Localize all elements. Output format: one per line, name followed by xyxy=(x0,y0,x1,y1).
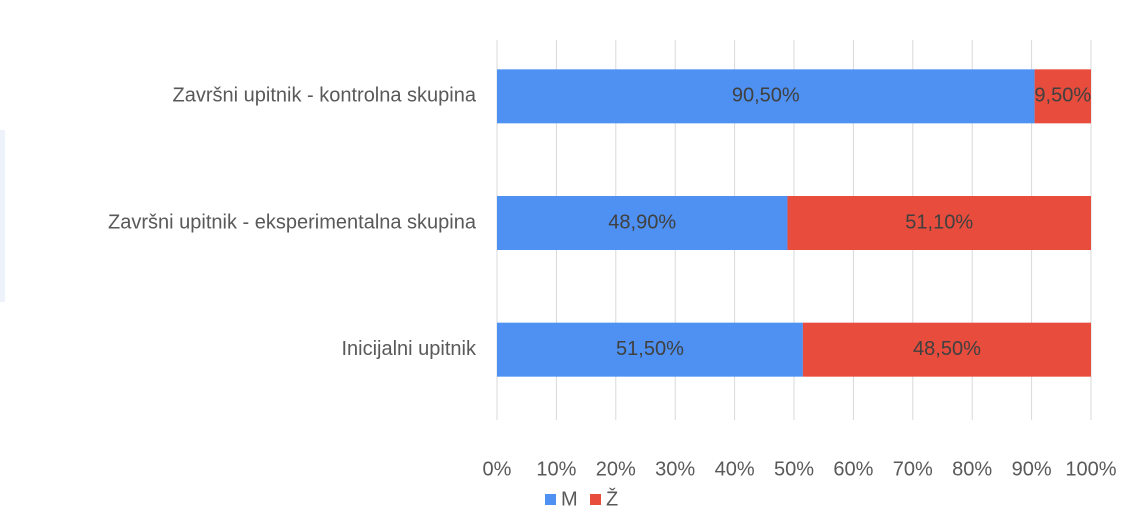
value-label: 9,50% xyxy=(1034,85,1091,107)
x-tick-label: 20% xyxy=(596,458,636,480)
legend-swatch xyxy=(590,494,601,505)
x-tick-label: 40% xyxy=(715,458,755,480)
legend-label: M xyxy=(561,488,578,510)
x-tick-label: 60% xyxy=(833,458,873,480)
bar-segment xyxy=(1034,69,1091,124)
value-label: 48,90% xyxy=(608,211,676,233)
x-tick-label: 100% xyxy=(1065,458,1116,480)
x-tick-label: 70% xyxy=(893,458,933,480)
x-tick-label: 50% xyxy=(774,458,814,480)
bar-segment xyxy=(787,196,1091,250)
x-tick-label: 90% xyxy=(1012,458,1052,480)
legend-label: Ž xyxy=(606,487,618,510)
x-tick-label: 0% xyxy=(483,458,512,480)
bar-segment xyxy=(497,196,788,250)
value-label: 90,50% xyxy=(732,85,800,107)
x-tick-label: 30% xyxy=(655,458,695,480)
side-strip xyxy=(0,130,5,302)
bar-segment xyxy=(497,69,1035,124)
value-label: 48,50% xyxy=(913,338,981,360)
bar-segment xyxy=(802,322,1091,377)
bar-segment xyxy=(497,322,803,377)
y-tick-label: Inicijalni upitnik xyxy=(341,338,477,360)
value-label: 51,50% xyxy=(616,338,684,360)
value-label: 51,10% xyxy=(905,211,973,233)
x-tick-label: 10% xyxy=(536,458,576,480)
y-tick-label: Završni upitnik - eksperimentalna skupin… xyxy=(108,211,477,233)
legend-swatch xyxy=(545,494,556,505)
y-tick-label: Završni upitnik - kontrolna skupina xyxy=(173,85,477,107)
x-tick-label: 80% xyxy=(952,458,992,480)
